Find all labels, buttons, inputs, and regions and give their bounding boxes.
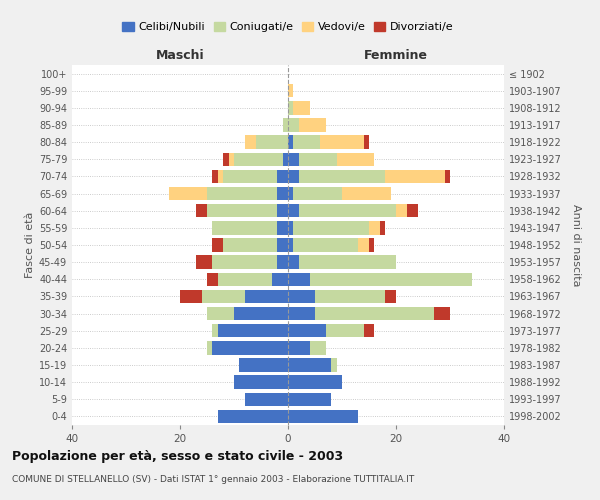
Bar [310, 272, 472, 286]
Bar [288, 376, 342, 389]
Bar [234, 307, 288, 320]
Bar [445, 170, 450, 183]
Bar [272, 272, 288, 286]
Bar [407, 204, 418, 218]
Bar [288, 238, 293, 252]
Bar [212, 256, 277, 269]
Bar [169, 187, 207, 200]
Bar [239, 358, 288, 372]
Bar [212, 170, 218, 183]
Bar [299, 204, 396, 218]
Bar [326, 324, 364, 338]
Bar [245, 136, 256, 149]
Bar [288, 118, 299, 132]
Bar [364, 324, 374, 338]
Bar [196, 256, 212, 269]
Bar [234, 152, 283, 166]
Bar [299, 170, 385, 183]
Bar [288, 204, 299, 218]
Bar [342, 187, 391, 200]
Bar [277, 187, 288, 200]
Bar [310, 341, 326, 354]
Bar [293, 221, 369, 234]
Text: Maschi: Maschi [155, 48, 205, 62]
Bar [277, 204, 288, 218]
Text: Popolazione per età, sesso e stato civile - 2003: Popolazione per età, sesso e stato civil… [12, 450, 343, 463]
Legend: Celibi/Nubili, Coniugati/e, Vedovi/e, Divorziati/e: Celibi/Nubili, Coniugati/e, Vedovi/e, Di… [120, 20, 456, 34]
Bar [288, 101, 293, 114]
Bar [358, 238, 369, 252]
Bar [277, 170, 288, 183]
Bar [299, 152, 337, 166]
Bar [315, 307, 434, 320]
Bar [320, 136, 364, 149]
Bar [223, 170, 277, 183]
Bar [385, 170, 445, 183]
Text: Femmine: Femmine [364, 48, 428, 62]
Bar [288, 256, 299, 269]
Bar [288, 221, 293, 234]
Bar [277, 256, 288, 269]
Y-axis label: Anni di nascita: Anni di nascita [571, 204, 581, 286]
Bar [207, 341, 212, 354]
Bar [364, 136, 369, 149]
Bar [380, 221, 385, 234]
Bar [396, 204, 407, 218]
Bar [207, 204, 277, 218]
Bar [207, 272, 218, 286]
Bar [288, 324, 326, 338]
Text: COMUNE DI STELLANELLO (SV) - Dati ISTAT 1° gennaio 2003 - Elaborazione TUTTITALI: COMUNE DI STELLANELLO (SV) - Dati ISTAT … [12, 475, 414, 484]
Bar [315, 290, 385, 303]
Bar [277, 221, 288, 234]
Bar [245, 392, 288, 406]
Bar [331, 358, 337, 372]
Bar [202, 290, 245, 303]
Bar [288, 410, 358, 423]
Bar [288, 272, 310, 286]
Bar [218, 410, 288, 423]
Bar [293, 136, 320, 149]
Bar [293, 238, 358, 252]
Bar [223, 152, 229, 166]
Bar [245, 290, 288, 303]
Bar [283, 118, 288, 132]
Bar [223, 238, 277, 252]
Bar [434, 307, 450, 320]
Bar [212, 324, 218, 338]
Bar [207, 307, 234, 320]
Bar [299, 256, 396, 269]
Bar [234, 376, 288, 389]
Bar [288, 84, 293, 98]
Bar [369, 238, 374, 252]
Bar [293, 101, 310, 114]
Bar [288, 392, 331, 406]
Bar [385, 290, 396, 303]
Bar [288, 170, 299, 183]
Bar [207, 187, 277, 200]
Bar [218, 272, 272, 286]
Bar [283, 152, 288, 166]
Bar [288, 290, 315, 303]
Bar [256, 136, 288, 149]
Bar [288, 136, 293, 149]
Bar [369, 221, 380, 234]
Bar [196, 204, 207, 218]
Bar [299, 118, 326, 132]
Bar [288, 152, 299, 166]
Bar [288, 358, 331, 372]
Bar [180, 290, 202, 303]
Bar [288, 187, 293, 200]
Bar [288, 341, 310, 354]
Bar [288, 307, 315, 320]
Bar [212, 221, 277, 234]
Bar [277, 238, 288, 252]
Bar [293, 187, 342, 200]
Y-axis label: Fasce di età: Fasce di età [25, 212, 35, 278]
Bar [218, 170, 223, 183]
Bar [218, 324, 288, 338]
Bar [229, 152, 234, 166]
Bar [212, 341, 288, 354]
Bar [212, 238, 223, 252]
Bar [337, 152, 374, 166]
